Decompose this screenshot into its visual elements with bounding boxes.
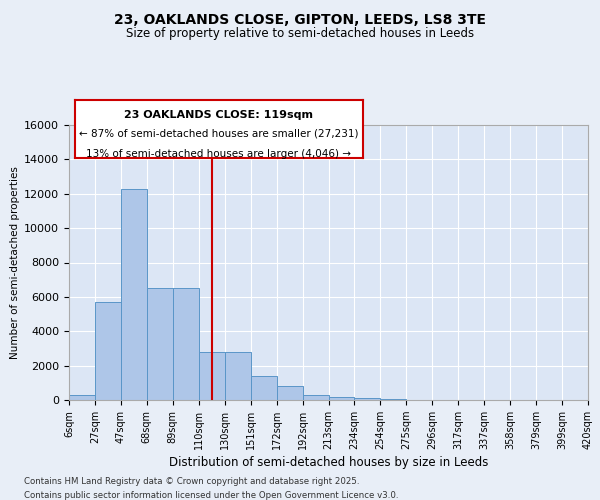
Text: Contains HM Land Registry data © Crown copyright and database right 2025.: Contains HM Land Registry data © Crown c…	[24, 478, 359, 486]
Text: ← 87% of semi-detached houses are smaller (27,231): ← 87% of semi-detached houses are smalle…	[79, 128, 359, 138]
Bar	[277, 386, 302, 400]
Bar	[199, 352, 224, 400]
Text: 23 OAKLANDS CLOSE: 119sqm: 23 OAKLANDS CLOSE: 119sqm	[125, 110, 314, 120]
Text: 23, OAKLANDS CLOSE, GIPTON, LEEDS, LS8 3TE: 23, OAKLANDS CLOSE, GIPTON, LEEDS, LS8 3…	[114, 12, 486, 26]
Bar	[355, 398, 380, 400]
Bar	[251, 376, 277, 400]
Bar	[69, 395, 95, 400]
Bar	[302, 395, 329, 400]
X-axis label: Distribution of semi-detached houses by size in Leeds: Distribution of semi-detached houses by …	[169, 456, 488, 469]
Bar	[173, 288, 199, 400]
Bar	[225, 352, 251, 400]
Text: Size of property relative to semi-detached houses in Leeds: Size of property relative to semi-detach…	[126, 28, 474, 40]
Text: 13% of semi-detached houses are larger (4,046) →: 13% of semi-detached houses are larger (…	[86, 149, 352, 159]
Text: Contains public sector information licensed under the Open Government Licence v3: Contains public sector information licen…	[24, 491, 398, 500]
Bar	[95, 302, 121, 400]
Bar	[147, 288, 173, 400]
Bar	[329, 396, 355, 400]
Y-axis label: Number of semi-detached properties: Number of semi-detached properties	[10, 166, 20, 359]
Bar	[121, 188, 147, 400]
